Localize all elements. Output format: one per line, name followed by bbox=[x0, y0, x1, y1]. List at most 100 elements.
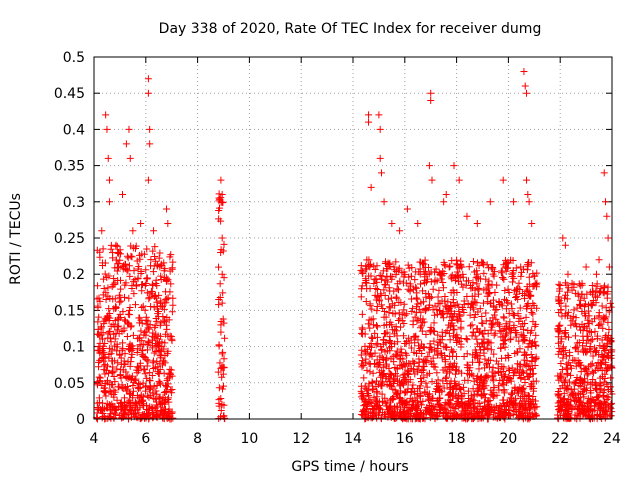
data-point bbox=[371, 265, 379, 273]
data-point bbox=[523, 266, 531, 274]
data-point bbox=[107, 413, 115, 421]
data-point bbox=[453, 300, 461, 308]
data-point bbox=[417, 280, 425, 288]
data-point bbox=[388, 300, 396, 308]
data-point bbox=[415, 362, 423, 370]
data-point bbox=[501, 343, 509, 351]
data-point bbox=[592, 394, 600, 402]
data-point bbox=[516, 412, 524, 420]
data-point bbox=[570, 283, 578, 291]
data-point bbox=[431, 363, 439, 371]
data-point bbox=[365, 316, 373, 324]
data-point bbox=[479, 340, 487, 348]
data-point bbox=[361, 396, 369, 404]
data-point bbox=[408, 398, 416, 406]
data-point bbox=[439, 267, 447, 275]
data-point bbox=[486, 198, 494, 206]
data-point bbox=[459, 414, 467, 422]
data-point bbox=[162, 288, 170, 296]
data-point bbox=[475, 290, 483, 298]
data-point bbox=[136, 255, 144, 263]
data-point bbox=[387, 381, 395, 389]
data-point bbox=[394, 266, 402, 274]
data-point bbox=[384, 295, 392, 303]
data-point bbox=[101, 370, 109, 378]
data-point bbox=[409, 381, 417, 389]
data-point bbox=[562, 352, 570, 360]
data-point bbox=[495, 320, 503, 328]
data-point bbox=[153, 335, 161, 343]
data-point bbox=[556, 282, 564, 290]
data-point bbox=[163, 295, 171, 303]
data-point bbox=[429, 394, 437, 402]
data-point bbox=[504, 259, 512, 267]
data-point bbox=[496, 327, 504, 335]
data-point bbox=[481, 326, 489, 334]
data-point bbox=[441, 358, 449, 366]
data-point bbox=[449, 296, 457, 304]
data-point bbox=[141, 306, 149, 314]
data-point bbox=[101, 362, 109, 370]
data-point bbox=[382, 339, 390, 347]
data-point bbox=[407, 365, 415, 373]
data-point bbox=[93, 246, 101, 254]
y-tick-label: 0.25 bbox=[54, 231, 85, 247]
data-point bbox=[489, 364, 497, 372]
data-point bbox=[524, 373, 532, 381]
data-point bbox=[407, 282, 415, 290]
data-point bbox=[586, 288, 594, 296]
data-point bbox=[510, 198, 518, 206]
data-point bbox=[144, 176, 152, 184]
data-point bbox=[489, 388, 497, 396]
data-point bbox=[146, 125, 154, 133]
data-point bbox=[426, 390, 434, 398]
data-point bbox=[397, 387, 405, 395]
data-point bbox=[147, 384, 155, 392]
data-point bbox=[411, 276, 419, 284]
data-point bbox=[440, 314, 448, 322]
data-point bbox=[142, 382, 150, 390]
data-point bbox=[161, 318, 169, 326]
data-point bbox=[483, 261, 491, 269]
data-point bbox=[577, 361, 585, 369]
data-point bbox=[357, 293, 365, 301]
data-point bbox=[398, 412, 406, 420]
data-point bbox=[511, 329, 519, 337]
data-point bbox=[490, 268, 498, 276]
data-point bbox=[607, 374, 615, 382]
data-point bbox=[502, 305, 510, 313]
data-point bbox=[383, 347, 391, 355]
data-point bbox=[420, 373, 428, 381]
data-point bbox=[369, 369, 377, 377]
data-point bbox=[581, 348, 589, 356]
data-point bbox=[510, 311, 518, 319]
data-point bbox=[474, 275, 482, 283]
data-point bbox=[461, 376, 469, 384]
data-point bbox=[404, 385, 412, 393]
data-point bbox=[570, 380, 578, 388]
data-point bbox=[584, 404, 592, 412]
data-point bbox=[512, 293, 520, 301]
data-point bbox=[582, 312, 590, 320]
data-point bbox=[519, 397, 527, 405]
data-point bbox=[375, 398, 383, 406]
data-point bbox=[520, 384, 528, 392]
data-point bbox=[146, 140, 154, 148]
data-point bbox=[434, 383, 442, 391]
data-point bbox=[365, 111, 373, 119]
data-point bbox=[387, 355, 395, 363]
data-point bbox=[145, 385, 153, 393]
data-point bbox=[136, 359, 144, 367]
data-point bbox=[513, 290, 521, 298]
data-point bbox=[600, 378, 608, 386]
data-point bbox=[369, 379, 377, 387]
data-point bbox=[388, 220, 396, 228]
data-point bbox=[151, 252, 159, 260]
data-point bbox=[117, 405, 125, 413]
data-point bbox=[416, 270, 424, 278]
data-point bbox=[465, 413, 473, 421]
data-point bbox=[606, 299, 614, 307]
data-point bbox=[508, 364, 516, 372]
data-point bbox=[401, 339, 409, 347]
data-point bbox=[430, 319, 438, 327]
